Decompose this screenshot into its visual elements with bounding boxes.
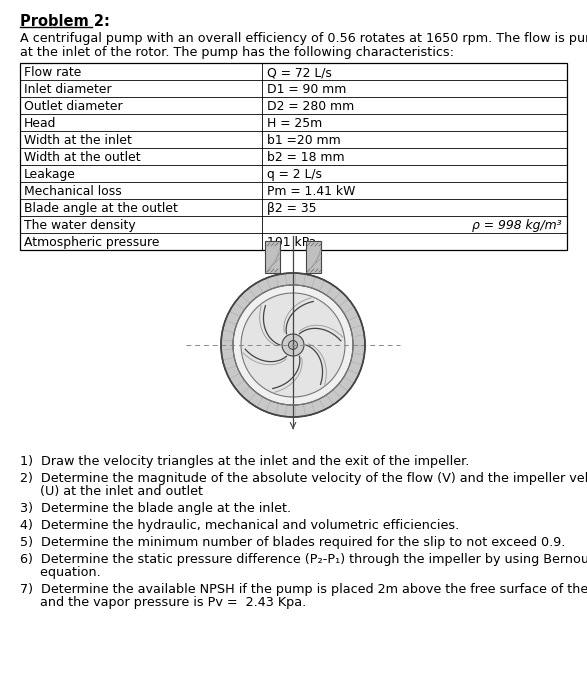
Text: Leakage: Leakage xyxy=(24,168,76,181)
Text: Pm = 1.41 kW: Pm = 1.41 kW xyxy=(267,185,355,198)
Circle shape xyxy=(221,273,365,417)
Text: A centrifugal pump with an overall efficiency of 0.56 rotates at 1650 rpm. The f: A centrifugal pump with an overall effic… xyxy=(20,32,587,45)
Text: Width at the inlet: Width at the inlet xyxy=(24,134,132,147)
Text: Outlet diameter: Outlet diameter xyxy=(24,100,123,113)
Text: Flow rate: Flow rate xyxy=(24,66,82,79)
Bar xyxy=(306,241,321,273)
Text: at the inlet of the rotor. The pump has the following characteristics:: at the inlet of the rotor. The pump has … xyxy=(20,46,454,59)
Text: 1)  Draw the velocity triangles at the inlet and the exit of the impeller.: 1) Draw the velocity triangles at the in… xyxy=(20,455,470,468)
Text: β2 = 35: β2 = 35 xyxy=(267,202,316,215)
Text: b2 = 18 mm: b2 = 18 mm xyxy=(267,151,345,164)
Circle shape xyxy=(241,293,345,397)
Text: H = 25m: H = 25m xyxy=(267,117,322,130)
Text: (U) at the inlet and outlet: (U) at the inlet and outlet xyxy=(20,485,203,498)
Bar xyxy=(265,241,280,273)
Text: Problem 2:: Problem 2: xyxy=(20,14,110,29)
Text: The water density: The water density xyxy=(24,219,136,232)
Text: 3)  Determine the blade angle at the inlet.: 3) Determine the blade angle at the inle… xyxy=(20,502,291,515)
Text: equation.: equation. xyxy=(20,566,101,579)
Text: Width at the outlet: Width at the outlet xyxy=(24,151,141,164)
Text: Mechanical loss: Mechanical loss xyxy=(24,185,122,198)
Text: b1 =20 mm: b1 =20 mm xyxy=(267,134,340,147)
Text: 5)  Determine the minimum number of blades required for the slip to not exceed 0: 5) Determine the minimum number of blade… xyxy=(20,536,565,549)
Bar xyxy=(20,63,567,250)
Text: q = 2 L/s: q = 2 L/s xyxy=(267,168,322,181)
Text: 101 kPa: 101 kPa xyxy=(267,236,316,249)
Circle shape xyxy=(282,334,304,356)
Text: and the vapor pressure is Pv =  2.43 Kpa.: and the vapor pressure is Pv = 2.43 Kpa. xyxy=(20,596,306,609)
Text: Atmospheric pressure: Atmospheric pressure xyxy=(24,236,160,249)
Circle shape xyxy=(288,341,298,350)
Text: D1 = 90 mm: D1 = 90 mm xyxy=(267,83,346,96)
Text: Inlet diameter: Inlet diameter xyxy=(24,83,112,96)
Text: 7)  Determine the available NPSH if the pump is placed 2m above the free surface: 7) Determine the available NPSH if the p… xyxy=(20,583,587,596)
Text: 6)  Determine the static pressure difference (P₂-P₁) through the impeller by usi: 6) Determine the static pressure differe… xyxy=(20,553,587,566)
Text: D2 = 280 mm: D2 = 280 mm xyxy=(267,100,354,113)
Text: 4)  Determine the hydraulic, mechanical and volumetric efficiencies.: 4) Determine the hydraulic, mechanical a… xyxy=(20,519,459,532)
Circle shape xyxy=(233,285,353,405)
Text: 2)  Determine the magnitude of the absolute velocity of the flow (V) and the imp: 2) Determine the magnitude of the absolu… xyxy=(20,472,587,485)
Text: Head: Head xyxy=(24,117,56,130)
Text: Q = 72 L/s: Q = 72 L/s xyxy=(267,66,332,79)
Text: Blade angle at the outlet: Blade angle at the outlet xyxy=(24,202,178,215)
Text: ρ = 998 kg/m³: ρ = 998 kg/m³ xyxy=(473,219,562,232)
